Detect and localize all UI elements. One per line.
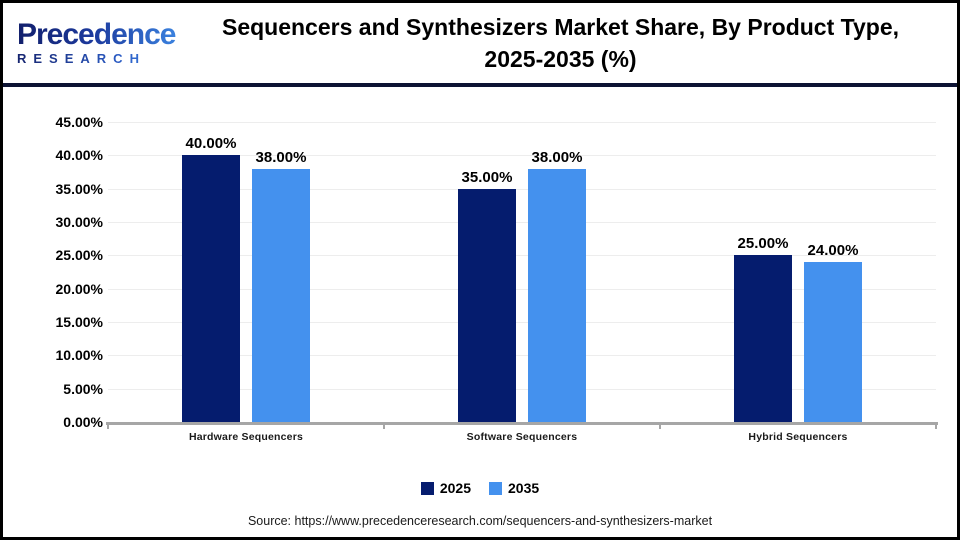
category-label: Software Sequencers [466,431,578,443]
bar-2025: 40.00% [181,135,240,422]
bar-group: 25.00% 24.00% [660,122,936,422]
gridline [108,255,936,257]
legend-label: 2035 [508,480,540,496]
header-divider [3,83,957,87]
y-tick-label: 15.00% [55,314,103,330]
y-tick-label: 45.00% [55,114,103,130]
chart-title-line1: Sequencers and Synthesizers Market Share… [221,14,900,40]
x-axis-tick [382,422,385,429]
legend-item: 2025 [420,480,471,496]
gridline [108,188,936,190]
legend-item: 2035 [489,480,539,496]
gridline [108,122,936,123]
plot-area: 40.00% 38.00% 35.00% 38.00% 25.00% 24.00% [106,122,938,429]
category-labels: Hardware Sequencers Software Sequencers Hy… [108,431,936,447]
gridline [108,222,936,223]
category-label: Hardware Sequencers [188,431,304,443]
bar-2035: 38.00% [251,149,310,422]
bar-value-label: 24.00% [807,242,859,259]
legend-swatch [420,481,434,495]
bar-2035: 24.00% [803,242,862,422]
header: Precedence RESEARCH Sequencers and Synth… [3,3,957,83]
bar-groups: 40.00% 38.00% 35.00% 38.00% 25.00% 24.00% [108,122,936,422]
y-tick-label: 0.00% [63,414,103,430]
gridline [108,155,936,157]
y-tick-label: 20.00% [55,280,103,297]
bar-2025: 35.00% [457,169,516,422]
y-tick-label: 30.00% [55,214,103,230]
legend-label: 2025 [439,480,471,496]
bar-group: 40.00% 38.00% [108,122,384,422]
x-axis-tick [935,422,937,429]
bar-value-label: 35.00% [461,168,513,186]
bar-value-label: 40.00% [185,135,237,153]
y-tick-label: 10.00% [55,347,103,364]
y-tick-label: 40.00% [55,147,103,164]
bar-value-label: 25.00% [737,235,789,253]
x-axis-tick [107,422,109,429]
chart-title-line2: 2025-2035 (%) [484,46,637,72]
bar-2025: 25.00% [733,235,792,422]
y-tick-label: 35.00% [55,180,103,197]
bar-value-label: 38.00% [531,148,583,166]
category-label: Hybrid Sequencers [748,431,848,443]
bar-value-label: 38.00% [255,148,307,166]
gridline [108,322,936,323]
y-tick-label: 5.00% [63,380,103,397]
legend-swatch [489,481,502,495]
bar-group: 35.00% 38.00% [384,122,660,422]
logo-research-text: RESEARCH [17,51,188,67]
logo: Precedence RESEARCH [3,19,188,67]
gridline [108,355,936,357]
logo-wordmark: Precedence [17,19,188,50]
gridline [108,388,936,390]
legend: 2025 2035 [3,480,957,496]
bar-2035: 38.00% [527,149,586,422]
x-axis-tick [658,422,661,429]
x-axis-line [106,422,938,425]
y-tick-label: 25.00% [55,247,103,264]
chart-title: Sequencers and Synthesizers Market Share… [188,11,957,75]
gridline [108,288,936,290]
y-axis-labels: 45.00% 40.00% 35.00% 30.00% 25.00% 20.00% 15.0… [21,114,103,430]
source-note: Source: https://www.precedenceresearch.c… [247,514,713,528]
